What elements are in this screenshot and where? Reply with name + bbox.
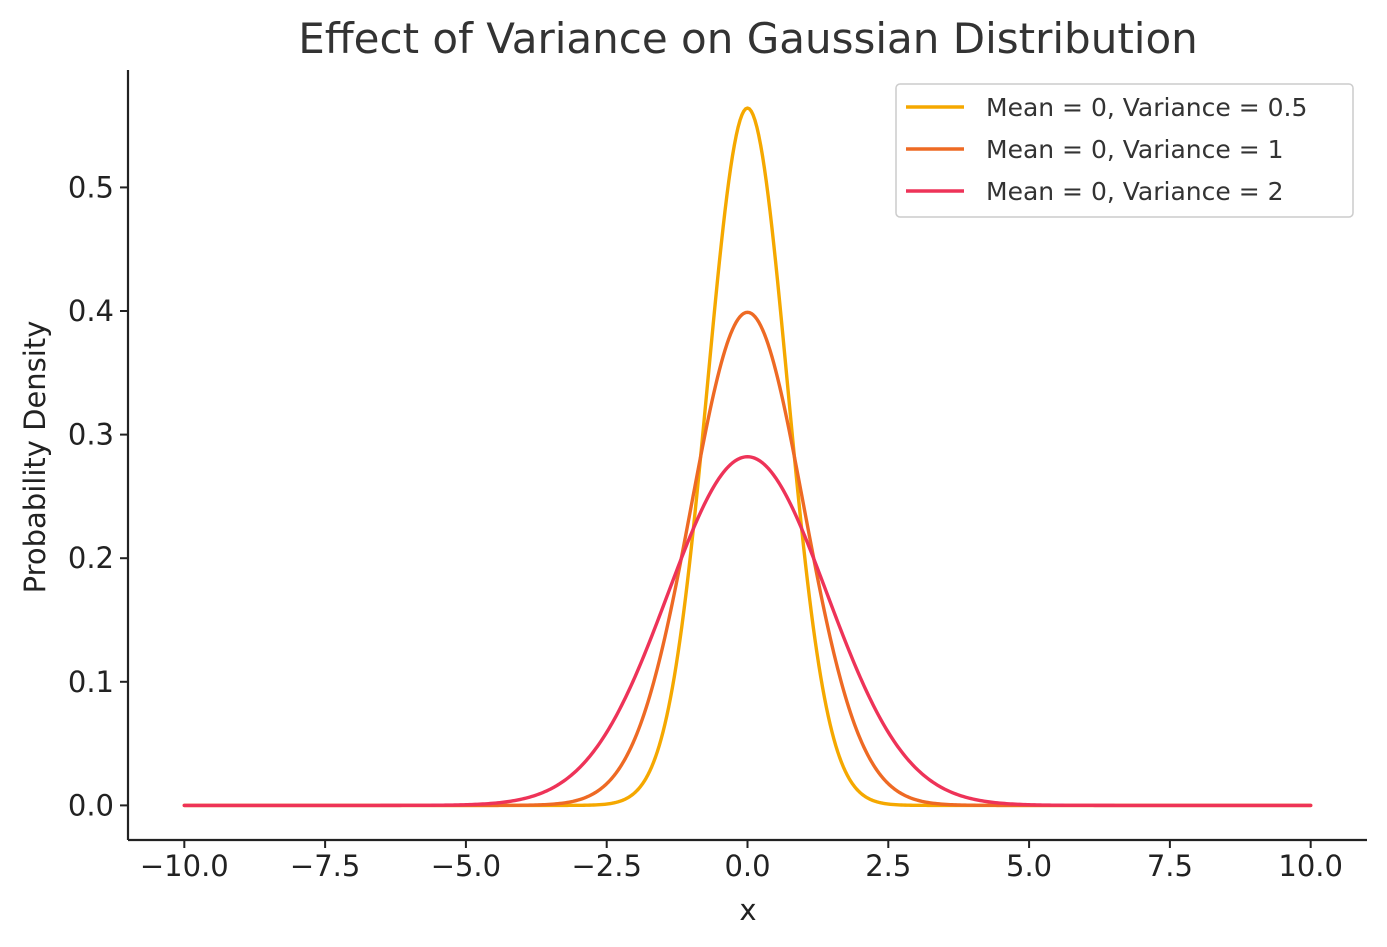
x-tick-label: 10.0 [1278,849,1343,883]
series-lines [182,106,1313,808]
legend: Mean = 0, Variance = 0.5 Mean = 0, Varian… [895,83,1354,218]
x-axis-ticks: −10.0 −7.5 −5.0 −2.5 0.0 2.5 5.0 7.5 10.0 [140,840,1343,883]
legend-label-2: Mean = 0, Variance = 1 [986,135,1284,164]
x-tick-label: −2.5 [571,849,641,883]
x-tick-label: 2.5 [865,849,911,883]
series-line-3 [182,455,1313,808]
chart-title: Effect of Variance on Gaussian Distribut… [298,14,1198,63]
y-tick-label: 0.3 [68,418,114,452]
x-tick-label: −10.0 [140,849,229,883]
legend-box [895,83,1354,218]
y-tick-label: 0.4 [68,294,114,328]
x-tick-label: −5.0 [431,849,501,883]
y-tick-label: 0.1 [68,665,114,699]
x-axis-label: x [739,893,756,927]
y-tick-label: 0.0 [68,788,114,822]
x-tick-label: 5.0 [1006,849,1052,883]
legend-label-1: Mean = 0, Variance = 0.5 [986,93,1307,122]
y-tick-label: 0.5 [68,170,114,204]
x-tick-label: −7.5 [290,849,360,883]
x-tick-label: 7.5 [1147,849,1193,883]
y-axis-ticks: 0.0 0.1 0.2 0.3 0.4 0.5 [68,170,128,822]
y-tick-label: 0.2 [68,541,114,575]
series-line-2 [182,310,1313,808]
legend-items: Mean = 0, Variance = 0.5 Mean = 0, Varian… [906,93,1307,206]
legend-label-3: Mean = 0, Variance = 2 [986,177,1284,206]
x-tick-label: 0.0 [724,849,770,883]
y-axis-label: Probability Density [18,321,52,594]
